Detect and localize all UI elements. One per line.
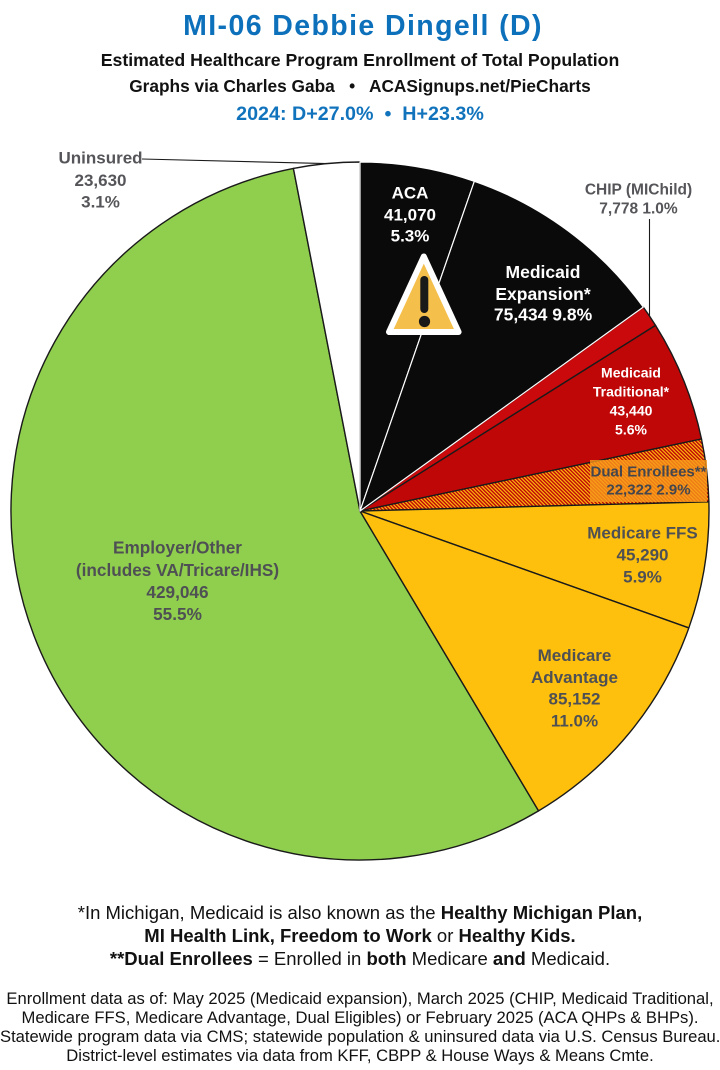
svg-text:Medicare FFS: Medicare FFS <box>587 524 698 543</box>
svg-text:75,434 9.8%: 75,434 9.8% <box>494 305 593 325</box>
svg-text:43,440: 43,440 <box>610 403 653 419</box>
svg-text:Medicare: Medicare <box>538 646 612 665</box>
svg-text:429,046: 429,046 <box>146 582 208 602</box>
svg-text:ACA: ACA <box>392 184 429 203</box>
svg-text:Traditional*: Traditional* <box>593 384 670 400</box>
svg-text:41,070: 41,070 <box>384 206 436 225</box>
svg-text:22,322 2.9%: 22,322 2.9% <box>606 482 690 499</box>
svg-text:23,630: 23,630 <box>75 171 127 190</box>
svg-text:11.0%: 11.0% <box>551 711 598 730</box>
svg-text:Expansion*: Expansion* <box>495 284 590 304</box>
svg-text:3.1%: 3.1% <box>81 193 120 212</box>
svg-text:Dual Enrollees**: Dual Enrollees** <box>591 464 707 481</box>
svg-text:85,152: 85,152 <box>549 690 601 709</box>
svg-text:Medicaid: Medicaid <box>506 262 581 282</box>
svg-text:Advantage: Advantage <box>531 668 618 687</box>
svg-text:Uninsured: Uninsured <box>58 149 142 168</box>
svg-text:7,778 1.0%: 7,778 1.0% <box>599 201 678 218</box>
svg-text:55.5%: 55.5% <box>153 604 202 624</box>
svg-text:Medicaid: Medicaid <box>601 365 661 381</box>
svg-text:(includes VA/Tricare/IHS): (includes VA/Tricare/IHS) <box>76 560 279 580</box>
svg-text:45,290: 45,290 <box>617 546 669 565</box>
svg-text:5.3%: 5.3% <box>391 227 430 246</box>
svg-text:5.9%: 5.9% <box>623 568 662 587</box>
svg-text:5.6%: 5.6% <box>615 422 647 438</box>
svg-text:CHIP (MIChild): CHIP (MIChild) <box>585 182 692 199</box>
svg-text:Employer/Other: Employer/Other <box>113 538 242 558</box>
